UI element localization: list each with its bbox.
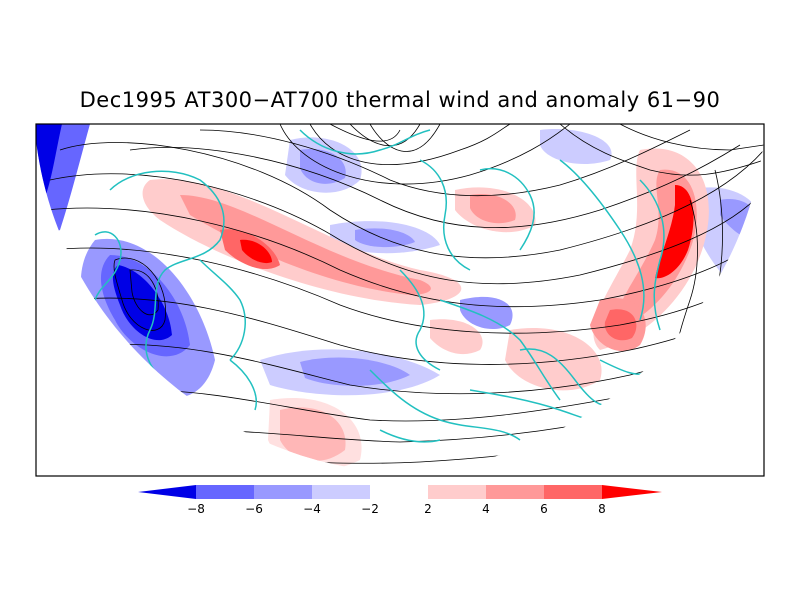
colorbar-swatch — [312, 485, 370, 499]
colorbar-swatch — [196, 485, 254, 499]
colorbar: −8 −6 −4 −2 2 4 6 8 — [138, 485, 662, 516]
colorbar-label: −8 — [187, 502, 205, 516]
colorbar-swatch — [486, 485, 544, 499]
colorbar-label: −4 — [303, 502, 321, 516]
colorbar-label: 8 — [598, 502, 606, 516]
colorbar-swatch — [428, 485, 486, 499]
colorbar-label: −6 — [245, 502, 263, 516]
colorbar-swatch — [544, 485, 602, 499]
map-title: Dec1995 AT300−AT700 thermal wind and ano… — [79, 88, 721, 112]
streamlines — [44, 124, 764, 464]
colorbar-swatch — [370, 485, 428, 499]
colorbar-label: 2 — [424, 502, 432, 516]
colorbar-swatch — [254, 485, 312, 499]
colorbar-label: 4 — [482, 502, 490, 516]
colorbar-label: −2 — [361, 502, 379, 516]
colorbar-label: 6 — [540, 502, 548, 516]
map-frame — [35, 123, 765, 477]
colorbar-arrow-low — [138, 485, 196, 499]
colorbar-arrow-high — [602, 485, 662, 499]
